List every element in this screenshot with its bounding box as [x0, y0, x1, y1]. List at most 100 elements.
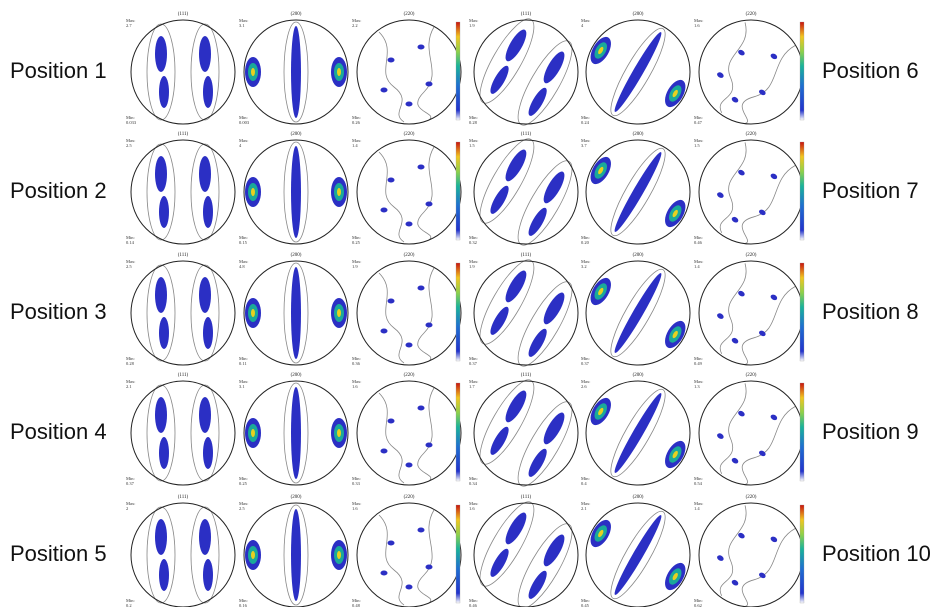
pole-figure: [356, 139, 462, 245]
max-label: Max:: [694, 259, 704, 264]
min-label: Min:: [581, 356, 590, 361]
pole-figure: [585, 139, 691, 245]
texture-spot: [387, 540, 395, 546]
contours: [479, 259, 573, 367]
min-label: Min:: [126, 476, 135, 481]
texture-spot: [731, 216, 739, 223]
pole-title: (200): [291, 495, 302, 500]
max-value: 1.4: [352, 143, 358, 148]
min-label: Min:: [469, 235, 478, 240]
min-value: 0.48: [352, 603, 361, 607]
texture-spot: [598, 287, 604, 296]
texture-band: [528, 328, 547, 357]
max-label: Max:: [581, 501, 591, 506]
min-value: 0.26: [352, 120, 361, 125]
pole-title: (220): [404, 12, 415, 17]
contour: [190, 143, 220, 241]
texture-band: [614, 273, 662, 353]
color-bar: [455, 141, 461, 241]
position-label: Position 10: [822, 541, 931, 566]
texture-spot: [425, 81, 433, 87]
min-label: Min:: [581, 235, 590, 240]
contour: [517, 281, 573, 367]
texture-spot: [251, 309, 255, 317]
texture-spot: [770, 536, 778, 543]
texture-band: [203, 317, 213, 349]
min-label: Min:: [352, 598, 361, 603]
contour: [190, 23, 220, 121]
max-value: 1.9: [352, 264, 358, 269]
texture-band: [155, 519, 167, 555]
pole-title: (111): [521, 373, 532, 378]
max-value: 2.5: [239, 506, 245, 511]
contour: [479, 138, 535, 224]
position-label: Position 6: [822, 58, 919, 83]
contours: [378, 146, 435, 243]
max-label: Max:: [352, 18, 362, 23]
texture-spot: [731, 457, 739, 464]
max-label: Max:: [126, 501, 136, 506]
texture-spot: [405, 462, 413, 468]
min-label: Min:: [239, 356, 248, 361]
contour: [283, 21, 309, 123]
position-label: Position 7: [822, 178, 919, 203]
max-value: 4: [239, 143, 242, 148]
pole-figure: [585, 380, 691, 486]
pole-figure: [698, 19, 804, 125]
contour: [378, 387, 435, 484]
min-value: 0.15: [239, 240, 248, 245]
pole-circle: [356, 260, 462, 366]
contours: [378, 387, 435, 484]
contours: [245, 504, 347, 606]
pole-title: (111): [521, 12, 532, 17]
contour: [479, 501, 535, 587]
min-label: Min:: [469, 476, 478, 481]
pole-title: (220): [404, 132, 415, 137]
contours: [378, 267, 435, 364]
max-label: Max:: [126, 138, 136, 143]
contour: [190, 384, 220, 482]
contours: [245, 262, 347, 364]
contours: [590, 388, 686, 478]
texture-spot: [731, 337, 739, 344]
pole-figure: [585, 502, 691, 607]
texture-band: [505, 390, 527, 423]
texture-spot: [337, 68, 341, 76]
texture-spot: [417, 285, 425, 291]
pole-figure: [356, 502, 462, 607]
max-value: 2.7: [126, 23, 132, 28]
pole-title: (200): [633, 132, 644, 137]
max-label: Max:: [581, 259, 591, 264]
contour: [283, 141, 309, 243]
pole-title: (111): [521, 495, 532, 500]
texture-band: [199, 156, 211, 192]
pole-figure: [130, 502, 236, 607]
contours: [146, 143, 220, 241]
contour: [610, 388, 666, 478]
pole-title: (200): [291, 132, 302, 137]
contour: [610, 27, 666, 117]
pole-figure: [698, 260, 804, 366]
pole-circle: [698, 139, 804, 245]
pole-figure: [130, 380, 236, 486]
pole-figure: [356, 260, 462, 366]
contour: [378, 267, 435, 364]
texture-band: [291, 387, 301, 479]
min-label: Min:: [581, 115, 590, 120]
contour: [610, 147, 666, 237]
texture-spot: [738, 169, 745, 176]
max-value: 1.4: [694, 506, 700, 511]
texture-band: [490, 426, 509, 455]
min-value: 0.37: [126, 481, 135, 486]
min-label: Min:: [694, 356, 703, 361]
texture-spot: [337, 551, 341, 559]
min-value: 0.033: [126, 120, 137, 125]
position-label: Position 8: [822, 299, 919, 324]
texture-band: [203, 196, 213, 228]
min-value: 0.34: [469, 481, 478, 486]
max-label: Max:: [694, 138, 704, 143]
texture-spot: [759, 572, 766, 579]
min-value: 0.25: [239, 481, 248, 486]
min-label: Min:: [694, 115, 703, 120]
